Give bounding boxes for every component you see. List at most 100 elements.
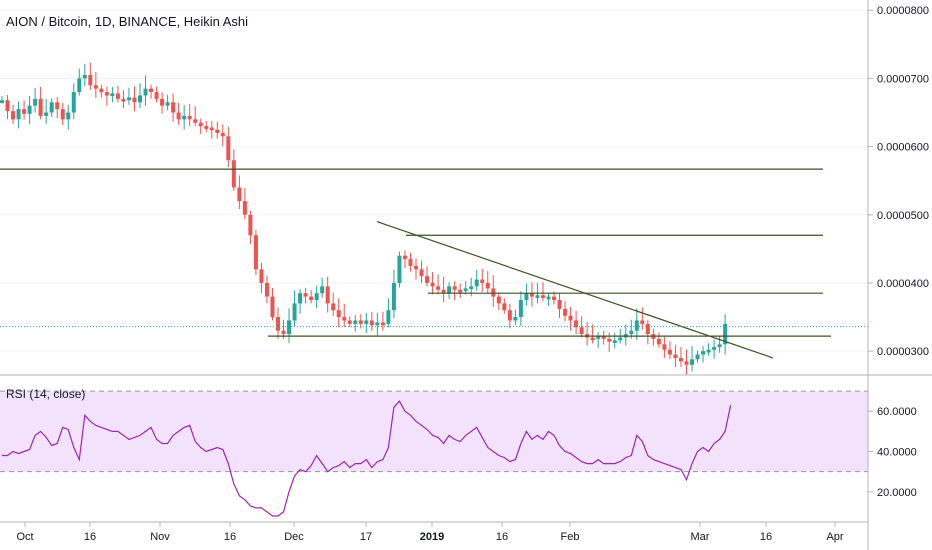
price-tick-label: 0.0000300 <box>877 346 929 358</box>
candle-body <box>557 300 562 309</box>
candle-body <box>690 359 694 365</box>
candle-body <box>441 289 446 294</box>
candle-body <box>480 279 485 283</box>
candle-body <box>629 330 634 335</box>
candle-body <box>723 323 728 345</box>
candle-body <box>204 126 209 129</box>
candle-body <box>132 97 137 103</box>
candle-body <box>16 109 21 120</box>
candle-body <box>259 269 264 283</box>
candle-body <box>347 320 352 324</box>
candle-body <box>242 201 247 215</box>
candle-body <box>607 338 612 342</box>
candle-body <box>38 98 43 116</box>
candle-body <box>513 317 518 321</box>
candle-body <box>264 282 269 297</box>
candle-body <box>684 361 689 365</box>
time-axis[interactable]: Oct 16 Nov 16 Dec 17 2019 16 Feb Mar 16 Apr <box>16 522 844 543</box>
candle-body <box>353 320 358 324</box>
candle-body <box>540 295 545 298</box>
candle-body <box>126 97 131 101</box>
candle-body <box>452 286 457 290</box>
candle-body <box>165 102 170 106</box>
time-tick-label: Dec <box>284 531 304 543</box>
rsi-tick-label: 40.0000 <box>877 447 917 459</box>
candle-body <box>496 296 501 304</box>
time-tick-label: Feb <box>561 531 580 543</box>
time-tick-label: 16 <box>496 531 508 543</box>
candle-body <box>198 122 203 127</box>
time-tick-label: Mar <box>691 531 710 543</box>
candle-body <box>469 286 474 290</box>
candle-body <box>342 317 347 321</box>
candle-body <box>115 93 120 99</box>
candle-body <box>552 296 556 300</box>
price-tick-label: 0.0000800 <box>877 5 929 17</box>
candle-body <box>601 336 606 339</box>
candle-body <box>491 288 496 297</box>
price-candles[interactable] <box>0 62 728 375</box>
rsi-band <box>0 391 868 472</box>
candle-body <box>44 112 49 116</box>
rsi-tick-label: 60.0000 <box>877 406 917 418</box>
candle-body <box>640 320 645 324</box>
candle-body <box>121 98 126 102</box>
candle-body <box>712 347 717 350</box>
candle-body <box>386 310 391 324</box>
candle-body <box>447 286 452 294</box>
candle-body <box>502 303 507 311</box>
candle-body <box>11 111 16 120</box>
candle-body <box>590 337 595 341</box>
candle-body <box>419 269 424 277</box>
candle-body <box>474 279 479 287</box>
candle-body <box>706 349 711 353</box>
time-tick-label: Oct <box>16 531 33 543</box>
candle-body <box>22 109 27 114</box>
candle-body <box>662 344 667 350</box>
candle-body <box>276 317 280 331</box>
descending-trendline[interactable] <box>376 221 774 359</box>
rsi-panel[interactable] <box>0 390 868 473</box>
candle-body <box>287 320 292 335</box>
candle-body <box>331 303 336 311</box>
candle-body <box>695 354 700 360</box>
candle-body <box>529 293 534 297</box>
price-tick-label: 0.0000400 <box>877 278 929 290</box>
candle-body <box>391 282 396 311</box>
candle-body <box>325 286 330 304</box>
time-tick-label: Apr <box>826 531 843 543</box>
candle-body <box>182 115 187 120</box>
candle-body <box>673 354 678 358</box>
candle-body <box>524 293 529 300</box>
candle-body <box>93 85 98 89</box>
price-axis[interactable]: 0.0000800 0.0000700 0.0000600 0.0000500 0.00… <box>868 5 929 358</box>
price-tick-label: 0.0000500 <box>877 210 929 222</box>
time-tick-label: 17 <box>360 531 372 543</box>
time-tick-label: Nov <box>150 531 170 543</box>
rsi-line-group[interactable] <box>2 400 732 517</box>
candle-body <box>149 88 154 93</box>
candle-body <box>281 330 286 335</box>
rsi-axis[interactable]: 60.0000 40.0000 20.0000 <box>868 406 917 499</box>
candle-body <box>60 109 65 120</box>
candle-body <box>717 344 722 348</box>
time-tick-label: 16 <box>84 531 96 543</box>
candle-body <box>364 320 369 324</box>
candle-body <box>667 349 672 355</box>
candle-body <box>49 102 54 113</box>
time-tick-label: 16 <box>224 531 236 543</box>
candle-body <box>518 300 523 318</box>
price-grid <box>0 9 868 352</box>
candle-body <box>458 289 463 293</box>
candle-body <box>336 310 341 318</box>
candle-body <box>55 102 60 110</box>
rsi-line[interactable] <box>2 400 732 517</box>
candle-body <box>33 98 38 106</box>
candle-body <box>574 320 579 328</box>
rsi-title: RSI (14, close) <box>6 387 85 401</box>
candle-body <box>425 276 430 283</box>
price-drawings[interactable] <box>0 168 868 359</box>
candle-body <box>463 288 468 292</box>
candle-body <box>309 296 314 300</box>
